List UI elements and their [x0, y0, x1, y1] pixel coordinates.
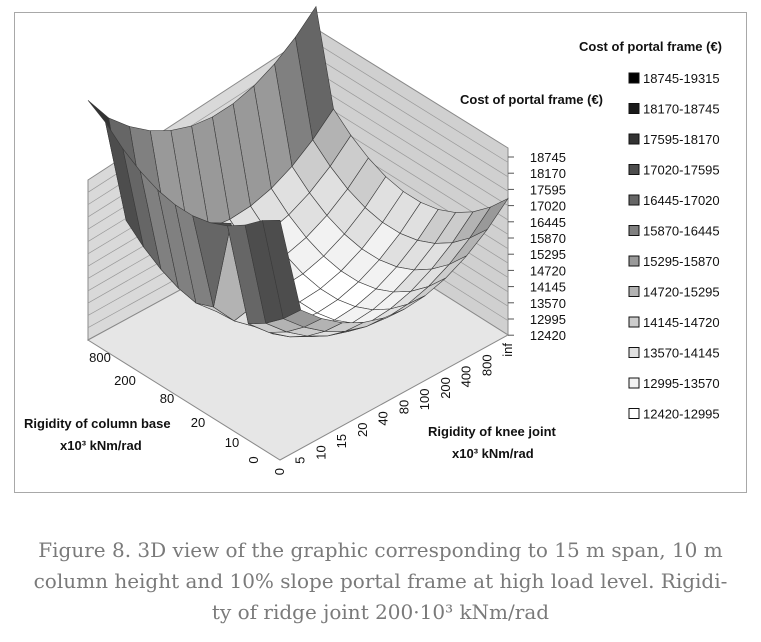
x-tick-label: 400 — [459, 366, 474, 388]
z-tick-label: 18745 — [530, 150, 566, 165]
surface-chart: 1874518170175951702016445158701529514720… — [24, 5, 722, 476]
surface-mesh — [87, 5, 509, 338]
x-axis-title-line1: Rigidity of knee joint — [428, 424, 557, 439]
legend-swatch — [628, 316, 640, 328]
legend: Cost of portal frame (€) 18745-19315 1817… — [579, 39, 722, 422]
z-tick-label: 14145 — [530, 280, 566, 295]
legend-label: 15870-16445 — [643, 224, 720, 239]
z-tick-label: 15870 — [530, 231, 566, 246]
legend-swatch — [628, 286, 640, 297]
x-tick-label: 0 — [272, 468, 287, 475]
x-tick-label: 10 — [314, 445, 329, 459]
legend-swatch — [628, 133, 640, 145]
legend-swatch — [628, 103, 640, 114]
y-tick-label: 800 — [89, 350, 111, 365]
y-tick-label: 0 — [246, 456, 261, 463]
legend-label: 18170-18745 — [643, 102, 720, 117]
x-axis-title-line2: x10³ kNm/rad — [452, 446, 534, 461]
figure-caption: Figure 8. 3D view of the graphic corresp… — [0, 535, 761, 628]
x-axis-ticks: 05 10 15 20 40 80 100 200 400 800 inf — [272, 343, 515, 476]
legend-label: 13570-14145 — [643, 346, 720, 361]
y-tick-label: 10 — [225, 435, 239, 450]
legend-swatch — [628, 255, 640, 267]
z-tick-label: 15295 — [530, 247, 566, 262]
z-tick-label: 13570 — [530, 296, 566, 311]
legend-label: 12995-13570 — [643, 376, 720, 391]
legend-swatch — [628, 72, 640, 84]
z-tick-label: 12420 — [530, 328, 566, 343]
x-tick-label: 5 — [293, 457, 308, 464]
caption-line-3: ty of ridge joint 200·10³ kNm/rad — [211, 600, 550, 624]
legend-swatch — [628, 164, 640, 175]
x-tick-label: 80 — [396, 400, 411, 414]
y-axis-title-line1: Rigidity of column base — [24, 416, 171, 431]
x-tick-label: inf — [500, 343, 515, 357]
z-tick-label: 17020 — [530, 199, 566, 214]
y-tick-label: 200 — [114, 373, 136, 388]
z-tick-label: 14720 — [530, 263, 566, 278]
legend-swatch — [628, 408, 640, 419]
legend-label: 16445-17020 — [643, 193, 720, 208]
legend-swatch — [628, 347, 640, 358]
surface-cell — [262, 219, 302, 320]
z-tick-label: 17595 — [530, 182, 566, 197]
caption-line-1: Figure 8. 3D view of the graphic corresp… — [38, 538, 723, 562]
y-tick-label: 80 — [160, 391, 174, 406]
legend-label: 14720-15295 — [643, 285, 720, 300]
x-tick-label: 200 — [438, 377, 453, 399]
x-tick-label: 15 — [334, 434, 349, 448]
y-axis-title-line2: x10³ kNm/rad — [60, 438, 142, 453]
x-tick-label: 20 — [355, 423, 370, 437]
legend-swatch — [628, 377, 640, 389]
x-tick-label: 800 — [479, 354, 494, 376]
legend-label: 17595-18170 — [643, 132, 720, 147]
legend-label: 12420-12995 — [643, 407, 720, 422]
legend-label: 17020-17595 — [643, 163, 720, 178]
legend-swatch — [628, 225, 640, 236]
legend-title: Cost of portal frame (€) — [579, 39, 722, 54]
x-tick-label: 40 — [376, 411, 391, 425]
legend-label: 15295-15870 — [643, 254, 720, 269]
legend-label: 14145-14720 — [643, 315, 720, 330]
z-tick-label: 18170 — [530, 166, 566, 181]
z-tick-label: 12995 — [530, 312, 566, 327]
x-tick-label: 100 — [417, 389, 432, 411]
z-tick-label: 16445 — [530, 215, 566, 230]
legend-label: 18745-19315 — [643, 71, 720, 86]
y-tick-label: 20 — [191, 415, 205, 430]
caption-line-2: column height and 10% slope portal frame… — [33, 569, 728, 593]
z-axis-title: Cost of portal frame (€) — [460, 92, 603, 107]
legend-swatch — [628, 194, 640, 206]
